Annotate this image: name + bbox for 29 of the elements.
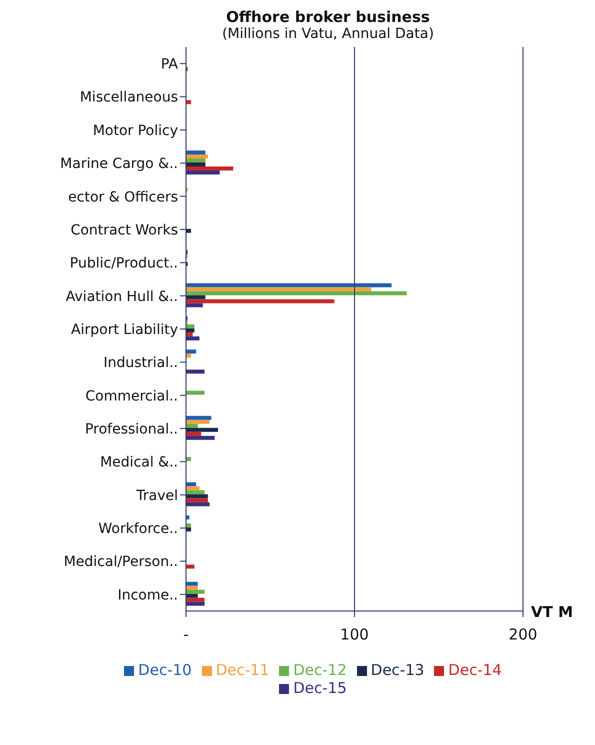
- y-tick-label: Airport Liability: [71, 322, 178, 338]
- y-tick-label: Income..: [118, 587, 178, 604]
- y-tick-label: Public/Product..: [70, 256, 178, 272]
- chart-title: Offhore broker business: [225, 8, 431, 26]
- x-tick-label: 200: [508, 626, 538, 644]
- y-tick-label: Contract Works: [70, 222, 178, 238]
- y-tick-label: Travel: [135, 488, 178, 504]
- chart-subtitle: (Millions in Vatu, Annual Data): [221, 26, 435, 42]
- y-tick-label: Industrial..: [103, 355, 178, 372]
- legend-label: Dec-13: [370, 661, 424, 679]
- x-tick-label: 100: [340, 626, 369, 644]
- legend-label: Dec-12: [293, 661, 347, 679]
- y-tick-label: Workforce..: [98, 521, 178, 538]
- y-tick-label: Motor Policy: [92, 122, 178, 139]
- legend-label: Dec-15: [293, 679, 347, 697]
- y-tick-label: Medical &..: [100, 454, 178, 471]
- y-tick-label: PA: [160, 56, 178, 73]
- y-tick-label: Aviation Hull &..: [66, 288, 178, 305]
- y-tick-label: Medical/Person..: [64, 554, 178, 570]
- y-tick-label: Marine Cargo &..: [60, 156, 178, 172]
- y-tick-label: Professional..: [84, 422, 178, 438]
- x-axis-title: VT M: [531, 603, 573, 621]
- y-tick-label: Miscellaneous: [80, 90, 178, 106]
- x-tick-label: -: [183, 626, 189, 644]
- y-tick-label: ector & Officers: [68, 189, 178, 206]
- legend-label: Dec-14: [448, 661, 502, 679]
- legend-label: Dec-10: [138, 661, 192, 679]
- legend-label: Dec-11: [216, 661, 270, 679]
- y-tick-label: Commercial..: [85, 388, 178, 404]
